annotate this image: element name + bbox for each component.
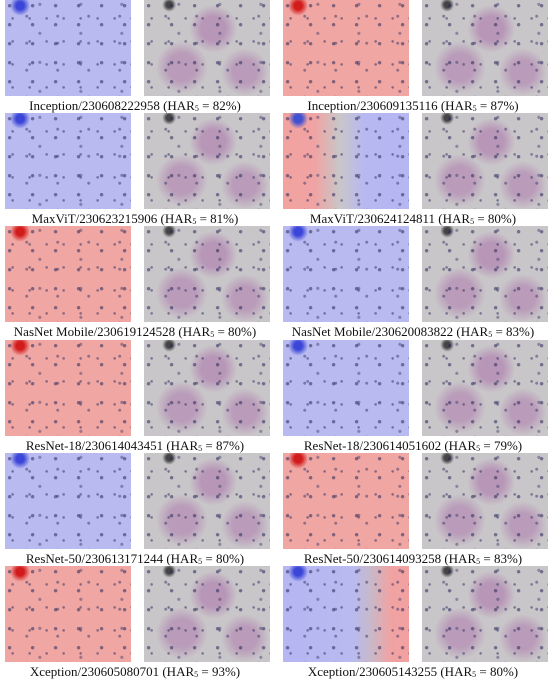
heatmap-image <box>5 226 131 323</box>
caption: ResNet-18/230614043451 (HAR5 = 87%) <box>0 437 270 454</box>
micrograph-image <box>144 113 270 210</box>
micrograph-image <box>144 226 270 323</box>
caption-prefix: Xception/230605080701 (HAR <box>29 663 195 679</box>
micrograph-image <box>144 339 270 436</box>
caption-suffix: = 81%) <box>196 211 239 227</box>
micrograph-image <box>422 339 548 436</box>
micrograph-image <box>422 0 548 96</box>
caption-prefix: ResNet-50/230614093258 (HAR <box>303 550 477 566</box>
caption: ResNet-18/230614051602 (HAR5 = 79%) <box>278 437 548 454</box>
caption-sub: 5 <box>472 104 477 113</box>
caption: Inception/230609135116 (HAR5 = 87%) <box>278 97 548 114</box>
caption: ResNet-50/230613171244 (HAR5 = 80%) <box>0 550 270 567</box>
heatmap-image <box>283 339 409 436</box>
caption-sub: 5 <box>194 669 199 679</box>
micrograph-image <box>422 113 548 210</box>
heatmap-image <box>283 113 409 210</box>
caption-suffix: = 87%) <box>476 98 519 113</box>
caption-prefix: ResNet-50/230613171244 (HAR <box>25 550 199 566</box>
micrograph-image <box>144 452 270 549</box>
caption-suffix: = 87%) <box>202 437 245 453</box>
caption-sub: 5 <box>198 556 203 566</box>
heatmap-image <box>5 565 131 662</box>
heatmap-image <box>5 452 131 549</box>
caption-prefix: MaxViT/230623215906 (HAR <box>31 211 193 227</box>
caption-sub: 5 <box>210 330 215 340</box>
micrograph-image <box>422 565 548 662</box>
heatmap-image <box>5 339 131 436</box>
caption-prefix: NasNet Mobile/230620083822 (HAR <box>291 324 489 340</box>
micrograph-image <box>422 226 548 323</box>
caption: NasNet Mobile/230619124528 (HAR5 = 80%) <box>0 323 270 340</box>
caption-suffix: = 80%) <box>202 550 245 566</box>
micrograph-image <box>144 565 270 662</box>
caption-sub: 5 <box>470 217 475 227</box>
caption-prefix: ResNet-18/230614051602 (HAR <box>303 437 477 453</box>
caption-suffix: = 80%) <box>476 663 519 679</box>
caption: Xception/230605143255 (HAR5 = 80%) <box>278 663 548 679</box>
caption-suffix: = 83%) <box>480 550 523 566</box>
caption: MaxViT/230624124811 (HAR5 = 80%) <box>278 210 548 227</box>
caption-sub: 5 <box>488 330 493 340</box>
caption-sub: 5 <box>194 104 199 113</box>
heatmap-image <box>283 226 409 323</box>
heatmap-image <box>283 0 409 96</box>
caption: Inception/230608222958 (HAR5 = 82%) <box>0 97 270 114</box>
caption-sub: 5 <box>198 443 203 453</box>
caption-prefix: Inception/230608222958 (HAR <box>29 98 195 113</box>
heatmap-image <box>5 0 131 96</box>
caption-sub: 5 <box>472 669 477 679</box>
caption-sub: 5 <box>192 217 197 227</box>
caption-suffix: = 80%) <box>474 211 517 227</box>
micrograph-image <box>422 452 548 549</box>
micrograph-image <box>144 0 270 96</box>
caption-suffix: = 79%) <box>480 437 523 453</box>
heatmap-image <box>283 565 409 662</box>
caption-prefix: MaxViT/230624124811 (HAR <box>309 211 471 227</box>
caption: Xception/230605080701 (HAR5 = 93%) <box>0 663 270 679</box>
caption: MaxViT/230623215906 (HAR5 = 81%) <box>0 210 270 227</box>
caption-prefix: Xception/230605143255 (HAR <box>307 663 473 679</box>
caption: NasNet Mobile/230620083822 (HAR5 = 83%) <box>278 323 548 340</box>
caption-prefix: Inception/230609135116 (HAR <box>307 98 473 113</box>
heatmap-image <box>5 113 131 210</box>
heatmap-image <box>283 452 409 549</box>
caption-suffix: = 93%) <box>198 663 241 679</box>
caption-sub: 5 <box>476 443 481 453</box>
caption-suffix: = 83%) <box>492 324 535 340</box>
caption-prefix: ResNet-18/230614043451 (HAR <box>25 437 199 453</box>
caption-sub: 5 <box>476 556 481 566</box>
caption-suffix: = 82%) <box>198 98 241 113</box>
caption: ResNet-50/230614093258 (HAR5 = 83%) <box>278 550 548 567</box>
caption-suffix: = 80%) <box>214 324 257 340</box>
caption-prefix: NasNet Mobile/230619124528 (HAR <box>13 324 211 340</box>
